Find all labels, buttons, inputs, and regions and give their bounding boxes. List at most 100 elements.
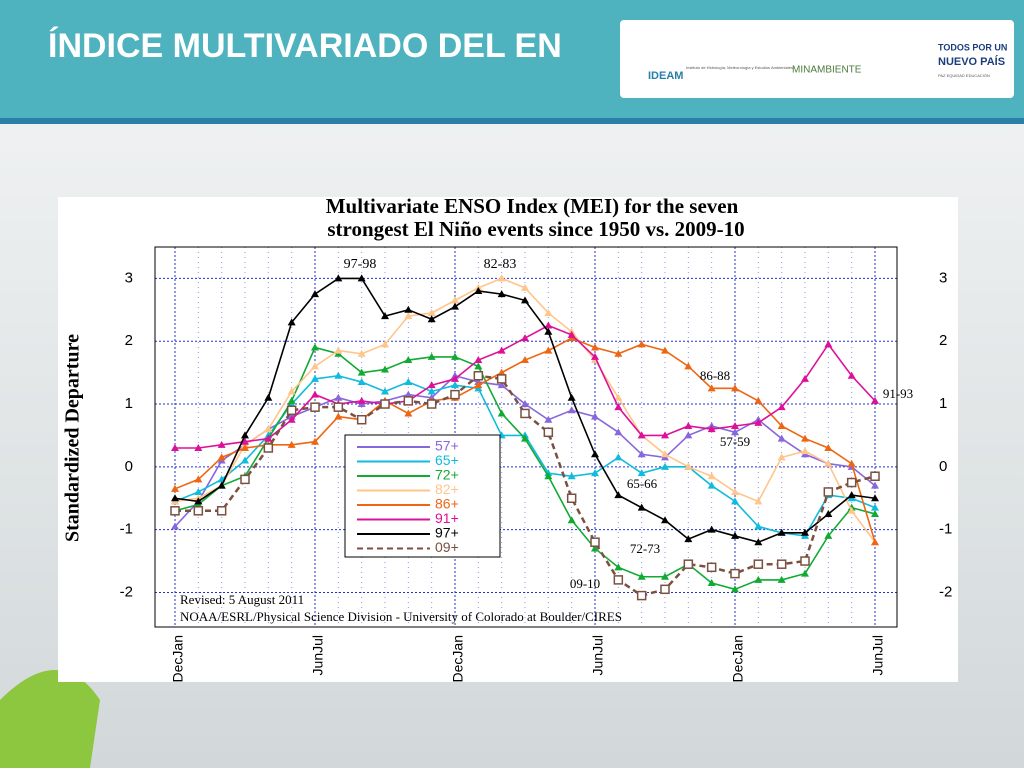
marker — [287, 387, 296, 395]
marker — [451, 352, 459, 360]
marker — [263, 443, 274, 453]
marker — [264, 434, 273, 442]
marker — [287, 415, 296, 423]
marker — [241, 431, 249, 439]
marker — [497, 290, 506, 298]
marker — [801, 528, 809, 536]
logo-text: Instituto de Hidrología, Meteorología y … — [686, 65, 793, 70]
marker — [474, 381, 483, 389]
marker — [614, 491, 623, 499]
marker — [823, 487, 834, 497]
marker — [567, 516, 576, 524]
marker — [683, 559, 694, 569]
marker — [684, 362, 693, 370]
marker — [591, 450, 599, 458]
marker — [521, 283, 529, 291]
marker — [591, 544, 599, 552]
marker — [684, 462, 693, 470]
marker — [381, 365, 389, 373]
legend-label: 09+ — [435, 539, 459, 555]
marker — [427, 308, 436, 316]
marker — [567, 393, 576, 401]
marker — [754, 396, 763, 404]
marker — [824, 459, 833, 467]
marker — [566, 493, 577, 503]
marker — [544, 346, 553, 354]
x-tick-label: JunJul — [590, 635, 606, 675]
marker — [614, 349, 623, 357]
marker — [730, 568, 740, 579]
marker — [287, 318, 296, 326]
x-tick-label: DecJan — [450, 635, 466, 682]
marker — [824, 531, 833, 539]
marker — [871, 538, 879, 546]
marker — [801, 447, 809, 455]
marker — [754, 497, 763, 505]
marker — [474, 362, 483, 370]
marker — [381, 387, 389, 395]
legend-label: 65+ — [435, 452, 459, 468]
marker — [427, 315, 436, 323]
annotation: 72-73 — [630, 541, 660, 556]
y2-tick-label: -2 — [939, 583, 952, 600]
marker — [731, 585, 739, 593]
leaf-deco — [0, 670, 100, 768]
marker — [474, 356, 483, 364]
marker — [824, 509, 833, 517]
plot: -2 -1 0 1 2 3 -2 -1 0 1 2 3 DecJan JunJul DecJan JunJul… — [120, 246, 952, 682]
annotation: 57-59 — [720, 434, 750, 449]
marker — [497, 409, 506, 417]
marker — [497, 274, 506, 282]
marker — [241, 437, 249, 445]
annotation: Revised: 5 August 2011 — [180, 592, 304, 607]
marker — [310, 402, 320, 412]
marker — [194, 487, 203, 495]
y-tick-label: -1 — [120, 521, 133, 538]
marker — [614, 393, 623, 401]
marker — [334, 274, 343, 282]
marker — [870, 471, 880, 482]
marker — [264, 393, 273, 401]
marker — [357, 378, 366, 386]
marker — [754, 538, 763, 546]
marker — [311, 343, 319, 351]
marker — [217, 453, 226, 461]
marker — [684, 431, 693, 439]
marker — [591, 469, 599, 477]
marker — [847, 491, 856, 499]
annotation: 82-83 — [484, 257, 517, 272]
marker — [357, 274, 366, 282]
legend-label: 91+ — [435, 510, 459, 526]
y2-tick-label: -1 — [939, 521, 952, 538]
marker — [613, 575, 624, 585]
slide-title: ÍNDICE MULTIVARIADO DEL EN — [48, 27, 562, 65]
logo-text: NUEVO PAÍS — [938, 55, 1005, 68]
marker — [777, 528, 786, 536]
marker — [637, 340, 646, 348]
marker — [731, 428, 739, 436]
chart-title: Multivariate ENSO Index (MEI) for the se… — [326, 194, 739, 218]
annotation: 86-88 — [700, 368, 730, 383]
marker — [800, 556, 810, 566]
marker — [544, 321, 553, 329]
y-tick-label: 3 — [125, 269, 133, 286]
marker — [381, 312, 389, 320]
marker — [241, 456, 249, 464]
marker — [380, 399, 390, 409]
legend — [344, 434, 501, 558]
marker — [474, 286, 483, 294]
marker — [776, 559, 787, 569]
marker — [777, 453, 786, 461]
marker — [591, 343, 599, 351]
marker — [311, 390, 319, 398]
marker — [847, 506, 856, 514]
annotation: 09-10 — [570, 576, 600, 591]
marker — [311, 437, 319, 445]
marker — [451, 302, 459, 310]
marker — [637, 572, 646, 580]
marker — [707, 472, 716, 480]
marker — [660, 584, 670, 595]
logo-text: PAZ EQUIDAD EDUCACIÓN — [938, 73, 990, 78]
marker — [544, 415, 553, 423]
y-tick-label: 2 — [125, 332, 133, 349]
